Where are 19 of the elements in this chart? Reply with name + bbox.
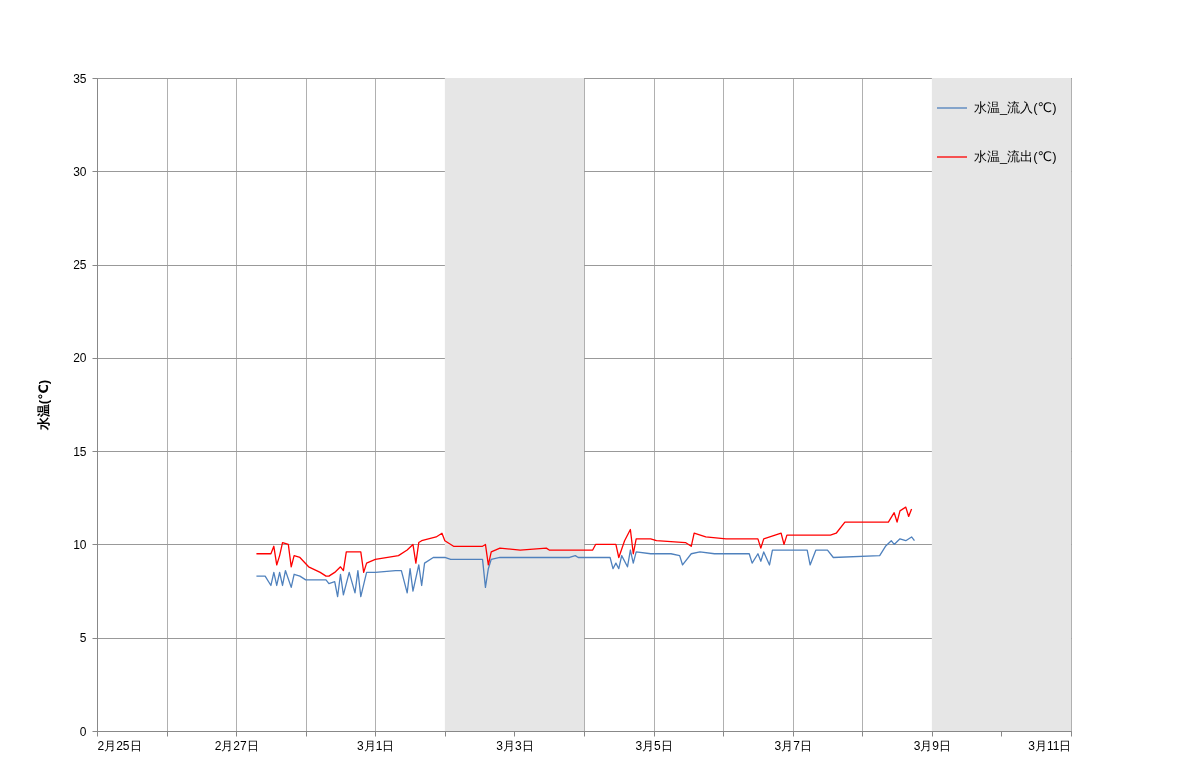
y-tick-label: 0 — [79, 724, 87, 739]
y-tick-label: 35 — [73, 71, 87, 86]
legend-label: 水温_流入(℃) — [974, 100, 1057, 115]
x-tick-label: 3月3日 — [496, 738, 534, 753]
x-tick-label: 3月1日 — [357, 738, 395, 753]
y-tick-label: 15 — [73, 444, 87, 459]
y-tick-label: 30 — [73, 164, 87, 179]
y-tick-label: 10 — [73, 537, 87, 552]
y-tick-label: 20 — [73, 351, 87, 366]
y-tick-label: 5 — [79, 631, 87, 646]
x-tick-label: 3月11日 — [1028, 738, 1072, 753]
x-tick-label: 3月9日 — [913, 738, 952, 753]
x-tick-label: 2月27日 — [214, 738, 259, 753]
x-tick-label: 3月7日 — [774, 738, 812, 753]
y-axis-title: 水温(℃) — [36, 379, 52, 432]
x-tick-label: 3月5日 — [635, 738, 673, 753]
x-tick-label: 2月25日 — [97, 738, 142, 753]
legend-label: 水温_流出(℃) — [974, 149, 1057, 164]
y-tick-label: 25 — [73, 258, 87, 273]
